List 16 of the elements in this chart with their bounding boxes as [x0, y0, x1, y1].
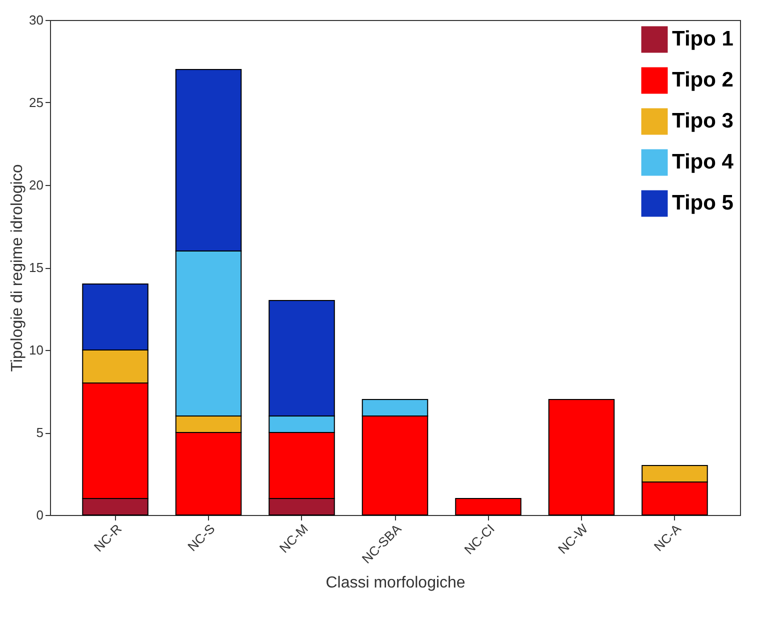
- y-tick-label: 30: [29, 12, 44, 28]
- y-tick-label: 15: [29, 260, 44, 275]
- legend-label: Tipo 1: [672, 28, 734, 50]
- bar: [455, 498, 522, 516]
- x-axis-title: Classi morfologiche: [326, 574, 466, 592]
- y-tick-label: 25: [29, 95, 44, 110]
- legend-label: Tipo 5: [672, 192, 734, 214]
- legend-label: Tipo 4: [672, 150, 734, 174]
- legend-label: Tipo 2: [672, 68, 734, 92]
- y-tick-label: 10: [29, 342, 44, 358]
- bar: [548, 399, 615, 516]
- y-tick-label: 0: [36, 508, 44, 522]
- legend-label: Tipo 3: [672, 110, 734, 132]
- y-axis-title: Tipologie di regime idrologico: [9, 164, 26, 372]
- y-tick-label: 5: [36, 425, 44, 440]
- y-tick-label: 20: [29, 178, 44, 192]
